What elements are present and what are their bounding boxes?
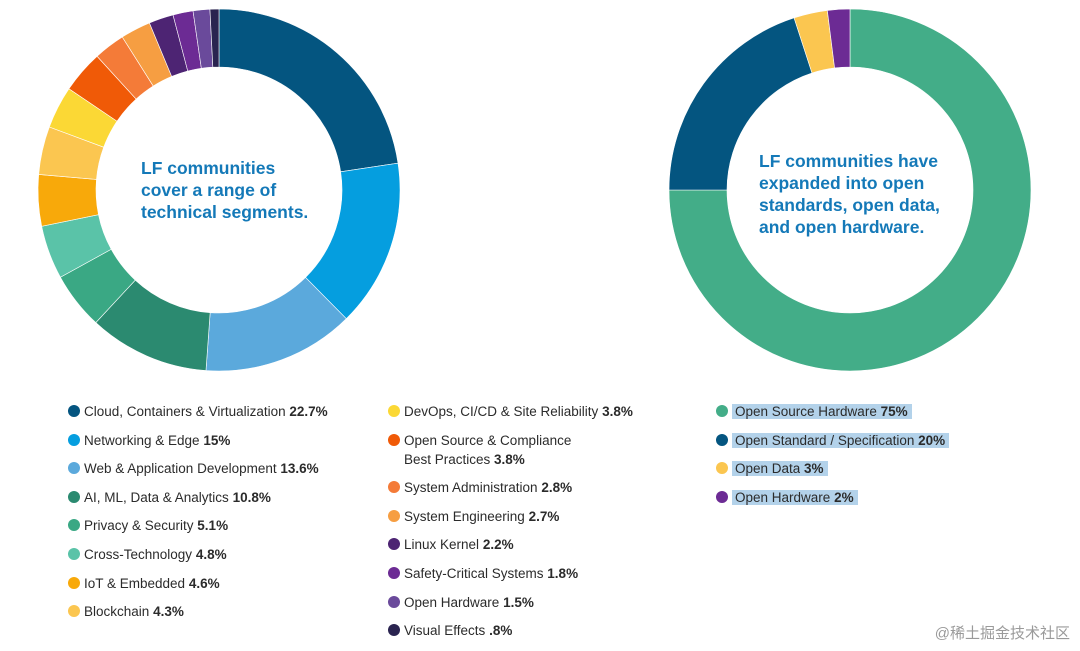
legend-swatch	[388, 624, 400, 637]
legend-swatch	[388, 595, 400, 608]
slice-visual-effects	[209, 8, 220, 68]
legend-item: Cross-Technology 4.8%	[68, 545, 368, 564]
donut-chart-open-categories	[668, 8, 1032, 372]
slice-open-source-hardware	[668, 8, 1032, 372]
legend-item: Open Hardware 1.5%	[388, 593, 688, 612]
legend-item: Visual Effects .8%	[388, 621, 688, 640]
legend-swatch	[68, 605, 80, 618]
legend-item: Safety-Critical Systems 1.8%	[388, 564, 688, 583]
legend-item: Cloud, Containers & Virtualization 22.7%	[68, 402, 368, 421]
legend-item: Open Source & Compliance Best Practices 3…	[388, 431, 688, 469]
donut-2-center-title: LF communities have expanded into open s…	[759, 151, 940, 237]
legend-swatch	[388, 538, 400, 551]
legend-swatch	[68, 519, 80, 532]
legend-swatch	[68, 462, 80, 475]
legend-swatch	[716, 490, 728, 503]
legend-swatch	[388, 405, 400, 417]
legend-item: DevOps, CI/CD & Site Reliability 3.8%	[388, 402, 688, 421]
legend-item: IoT & Embedded 4.6%	[68, 574, 368, 593]
legend-item: Web & Application Development 13.6%	[68, 459, 368, 478]
legend-swatch	[388, 566, 400, 579]
legend-swatch	[68, 547, 80, 560]
legend-item: Open Hardware 2%	[716, 488, 1036, 507]
legend-swatch	[68, 576, 80, 589]
legend-swatch	[388, 509, 400, 522]
legend-item: System Engineering 2.7%	[388, 507, 688, 526]
legend-item: Open Data 3%	[716, 459, 1036, 478]
donut-1-center-title: LF communities cover a range of technica…	[141, 158, 309, 222]
legend-item: System Administration 2.8%	[388, 478, 688, 497]
legend-item: Open Standard / Specification 20%	[716, 431, 1036, 450]
legend-open-categories: Open Source Hardware 75% Open Standard /…	[716, 402, 1036, 516]
legend-swatch	[68, 405, 80, 417]
legend-swatch	[68, 490, 80, 503]
donut-chart-technical-segments	[37, 8, 401, 372]
legend-swatch	[716, 433, 728, 446]
legend-item: Blockchain 4.3%	[68, 602, 368, 621]
legend-swatch	[388, 481, 400, 494]
slice-open-hardware	[826, 8, 851, 69]
legend-technical-segments-col-2: DevOps, CI/CD & Site Reliability 3.8% Op…	[388, 402, 688, 650]
legend-swatch	[388, 433, 400, 446]
legend-item: Open Source Hardware 75%	[716, 402, 1036, 421]
legend-item: AI, ML, Data & Analytics 10.8%	[68, 488, 368, 507]
legend-swatch	[716, 405, 728, 417]
slice-cloud-containers-and-virtualization	[218, 8, 399, 173]
legend-item: Privacy & Security 5.1%	[68, 516, 368, 535]
watermark: @稀土掘金技术社区	[934, 625, 1070, 642]
legend-item: Linux Kernel 2.2%	[388, 535, 688, 554]
legend-item: Networking & Edge 15%	[68, 431, 368, 450]
legend-technical-segments-col-1: Cloud, Containers & Virtualization 22.7%…	[68, 402, 368, 631]
legend-swatch	[716, 462, 728, 475]
legend-swatch	[68, 433, 80, 446]
